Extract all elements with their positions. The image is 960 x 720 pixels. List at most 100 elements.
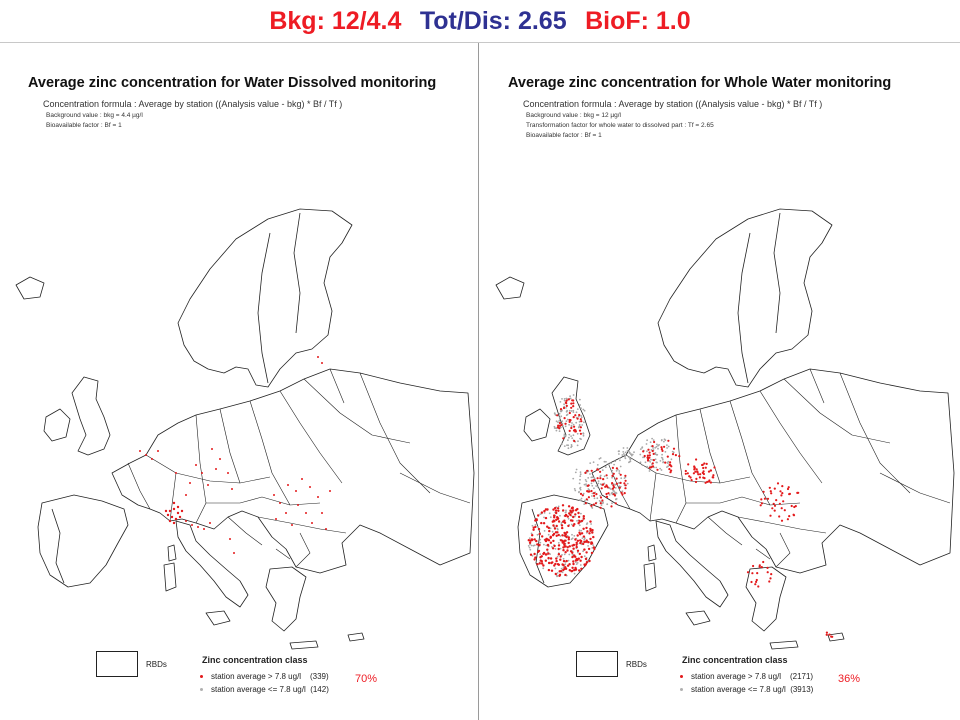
station-point <box>703 477 706 480</box>
param-bioavailable: Bioavailable factor : Bf = 1 <box>526 132 602 139</box>
map-panel-dissolved: Average zinc concentration for Water Dis… <box>0 43 479 720</box>
station-point <box>576 520 578 522</box>
station-point <box>543 530 546 532</box>
station-point <box>579 541 582 545</box>
station-point <box>563 521 567 524</box>
station-point <box>587 496 590 499</box>
station-point <box>543 512 546 514</box>
station-point <box>557 509 560 512</box>
legend-high-label: station average > 7.8 ug/l <box>211 672 302 681</box>
station-point <box>572 409 575 412</box>
corsica-outline <box>167 544 177 562</box>
station-point <box>570 444 573 446</box>
station-point <box>797 491 800 494</box>
station-point <box>697 473 700 476</box>
greece-outline <box>745 566 787 632</box>
station-point <box>558 412 561 415</box>
station-point <box>565 531 569 534</box>
station-point <box>557 505 560 508</box>
station-point <box>828 633 831 636</box>
station-point <box>598 500 601 502</box>
station-point <box>554 562 557 566</box>
station-point <box>584 499 586 502</box>
station-point <box>615 467 618 470</box>
station-point <box>576 551 579 554</box>
rbd-legend-swatch <box>576 651 618 677</box>
station-point <box>557 533 560 537</box>
station-point <box>564 401 567 404</box>
station-point <box>613 463 615 466</box>
station-point <box>584 479 587 481</box>
station-point <box>645 443 648 445</box>
station-point <box>561 571 564 574</box>
station-point <box>553 544 556 548</box>
station-point <box>579 488 582 491</box>
station-point <box>542 522 546 525</box>
station-point <box>577 511 580 515</box>
station-point <box>624 454 626 456</box>
station-point <box>825 631 828 634</box>
station-point <box>549 536 552 539</box>
station-point <box>542 567 545 570</box>
station-point <box>564 573 567 577</box>
station-point <box>589 527 592 531</box>
station-point <box>641 447 643 449</box>
station-point <box>595 493 598 496</box>
station-point <box>655 445 658 448</box>
station-point <box>599 470 602 473</box>
station-point <box>583 483 586 486</box>
station-point <box>666 447 668 449</box>
station-point <box>605 495 609 498</box>
station-point <box>603 475 606 478</box>
station-point <box>543 543 545 546</box>
station-point <box>624 451 627 454</box>
station-point <box>539 556 542 559</box>
station-point <box>582 408 585 411</box>
station-point <box>660 446 663 449</box>
station-point <box>571 569 574 573</box>
station-point <box>621 454 624 456</box>
station-point <box>551 530 554 533</box>
station-point <box>576 558 579 562</box>
station-point <box>548 512 551 515</box>
station-point <box>651 445 654 448</box>
station-point <box>563 543 566 546</box>
red-dot-icon <box>200 675 203 679</box>
station-point <box>571 566 574 569</box>
station-point <box>579 499 582 502</box>
station-point <box>572 477 575 480</box>
station-point <box>825 633 828 636</box>
station-point <box>552 532 556 536</box>
station-point <box>576 432 579 435</box>
station-point <box>621 493 624 496</box>
station-point <box>660 448 663 451</box>
station-point <box>583 421 585 424</box>
station-point <box>538 532 541 536</box>
station-point <box>575 545 578 549</box>
station-point <box>572 515 575 519</box>
station-point <box>560 409 563 412</box>
station-point <box>567 524 570 528</box>
station-point <box>579 492 583 495</box>
station-point <box>648 470 651 472</box>
station-point <box>633 451 635 454</box>
station-point <box>568 433 571 436</box>
cyprus-outline <box>827 632 845 642</box>
station-point <box>574 555 577 558</box>
station-point <box>550 569 554 572</box>
station-point <box>568 411 571 415</box>
station-point <box>544 553 548 556</box>
station-point <box>564 435 567 437</box>
station-point <box>568 423 570 426</box>
station-point <box>539 513 542 515</box>
station-point <box>566 546 569 549</box>
station-point <box>576 507 579 511</box>
header-totdis: Tot/Dis: 2.65 <box>419 7 567 35</box>
station-point <box>595 485 597 487</box>
station-point <box>611 474 614 477</box>
station-point <box>702 470 705 473</box>
station-point <box>611 502 613 505</box>
station-point <box>555 524 558 528</box>
portugal-border <box>51 508 65 584</box>
station-point <box>695 468 698 471</box>
